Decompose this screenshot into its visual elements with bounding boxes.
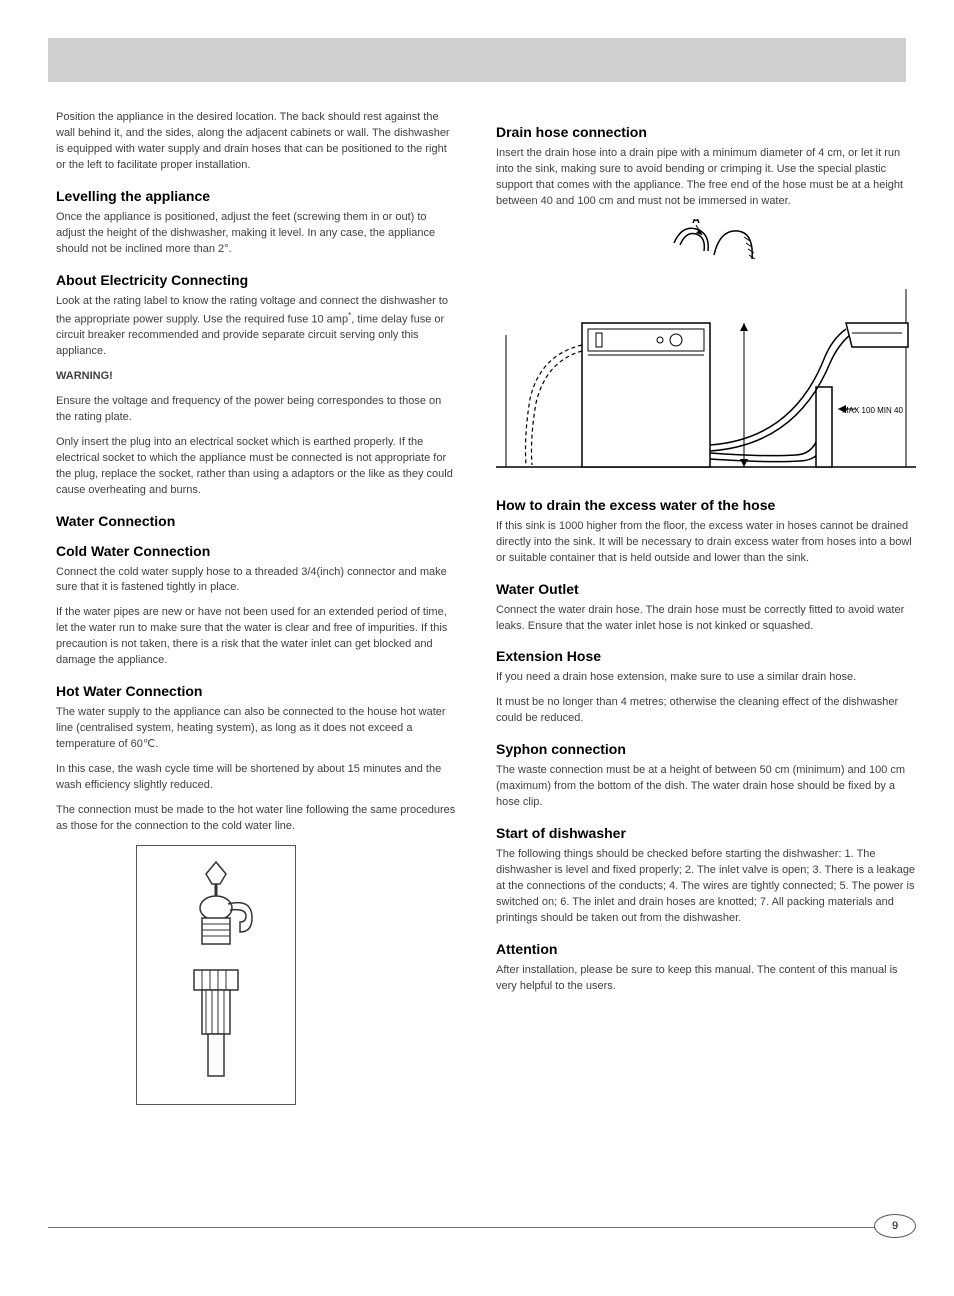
subheading-electricity: About Electricity Connecting bbox=[56, 272, 456, 288]
paragraph: Connect the water drain hose. The drain … bbox=[496, 603, 916, 635]
drain-diagram-icon: MAX 100 MIN 40 bbox=[496, 219, 916, 475]
warning-label: WARNING! bbox=[56, 370, 113, 382]
footer-rule bbox=[48, 1227, 906, 1228]
page-content: Position the appliance in the desired lo… bbox=[48, 110, 906, 1236]
drain-figure: MAX 100 MIN 40 bbox=[496, 219, 916, 475]
paragraph: Only insert the plug into an electrical … bbox=[56, 435, 456, 499]
right-column: Drain hose connection Insert the drain h… bbox=[496, 110, 916, 1004]
label-a: A bbox=[692, 219, 700, 226]
paragraph: The water supply to the appliance can al… bbox=[56, 705, 456, 753]
left-column: Position the appliance in the desired lo… bbox=[56, 110, 456, 1105]
paragraph: Ensure the voltage and frequency of the … bbox=[56, 394, 456, 426]
paragraph: Position the appliance in the desired lo… bbox=[56, 110, 456, 174]
tap-figure bbox=[136, 845, 296, 1105]
subheading-extension-hose: Extension Hose bbox=[496, 648, 916, 664]
degree-c: ℃ bbox=[143, 738, 155, 750]
subheading-attention: Attention bbox=[496, 941, 916, 957]
subheading-water: Water Connection bbox=[56, 513, 456, 529]
paragraph: If you need a drain hose extension, make… bbox=[496, 670, 916, 686]
subheading-hot-water: Hot Water Connection bbox=[56, 683, 456, 699]
tap-icon bbox=[156, 860, 276, 1090]
page-number-oval: 9 bbox=[874, 1214, 916, 1238]
paragraph: If this sink is 1000 higher from the flo… bbox=[496, 519, 916, 567]
subheading-levelling: Levelling the appliance bbox=[56, 188, 456, 204]
subheading-drain: Drain hose connection bbox=[496, 124, 916, 140]
paragraph: Look at the rating label to know the rat… bbox=[56, 294, 456, 360]
paragraph: Insert the drain hose into a drain pipe … bbox=[496, 146, 916, 210]
subheading-start: Start of dishwasher bbox=[496, 825, 916, 841]
warning-head: WARNING! bbox=[56, 369, 456, 385]
paragraph: The waste connection must be at a height… bbox=[496, 763, 916, 811]
paragraph: If the water pipes are new or have not b… bbox=[56, 605, 456, 669]
paragraph: In this case, the wash cycle time will b… bbox=[56, 762, 456, 794]
subheading-syphon: Syphon connection bbox=[496, 741, 916, 757]
page-number: 9 bbox=[892, 1220, 898, 1232]
paragraph: The connection must be made to the hot w… bbox=[56, 803, 456, 835]
paragraph: The following things should be checked b… bbox=[496, 847, 916, 927]
paragraph: Once the appliance is positioned, adjust… bbox=[56, 210, 456, 258]
paragraph: It must be no longer than 4 metres; othe… bbox=[496, 695, 916, 727]
paragraph: After installation, please be sure to ke… bbox=[496, 963, 916, 995]
subheading-drain-excess: How to drain the excess water of the hos… bbox=[496, 497, 916, 513]
paragraph: Connect the cold water supply hose to a … bbox=[56, 565, 456, 597]
subheading-water-outlet: Water Outlet bbox=[496, 581, 916, 597]
text: . bbox=[155, 738, 158, 750]
subheading-cold-water: Cold Water Connection bbox=[56, 543, 456, 559]
max-min-label: MAX 100 MIN 40 bbox=[842, 406, 903, 415]
text: The water supply to the appliance can al… bbox=[56, 706, 446, 750]
header-band bbox=[48, 38, 906, 82]
